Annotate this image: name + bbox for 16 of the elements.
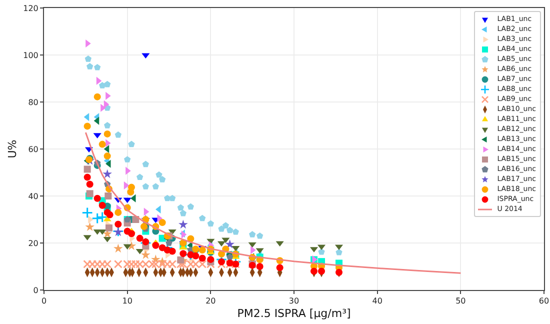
y-tick-label: 120	[23, 4, 38, 13]
y-tick-label: 80	[28, 98, 38, 107]
x-tick-label: 40	[372, 296, 382, 306]
x-axis-title: PM2.5 ISPRA [μg/m³]	[237, 306, 351, 320]
x-tick-label: 30	[288, 296, 300, 306]
x-tick-label: 0	[41, 296, 47, 306]
y-tick-label: 100	[23, 50, 38, 60]
x-tick-label: 50	[456, 296, 466, 306]
y-tick-label: 40	[28, 192, 38, 201]
y-axis-title: U%	[6, 140, 19, 158]
x-tick-label: 60	[538, 296, 550, 306]
y-tick-label: 0	[33, 286, 38, 295]
x-tick-label: 20	[206, 296, 216, 306]
y-tick-label: 60	[28, 144, 38, 154]
y-tick-label: 20	[28, 238, 38, 248]
x-tick-label: 10	[122, 296, 132, 306]
